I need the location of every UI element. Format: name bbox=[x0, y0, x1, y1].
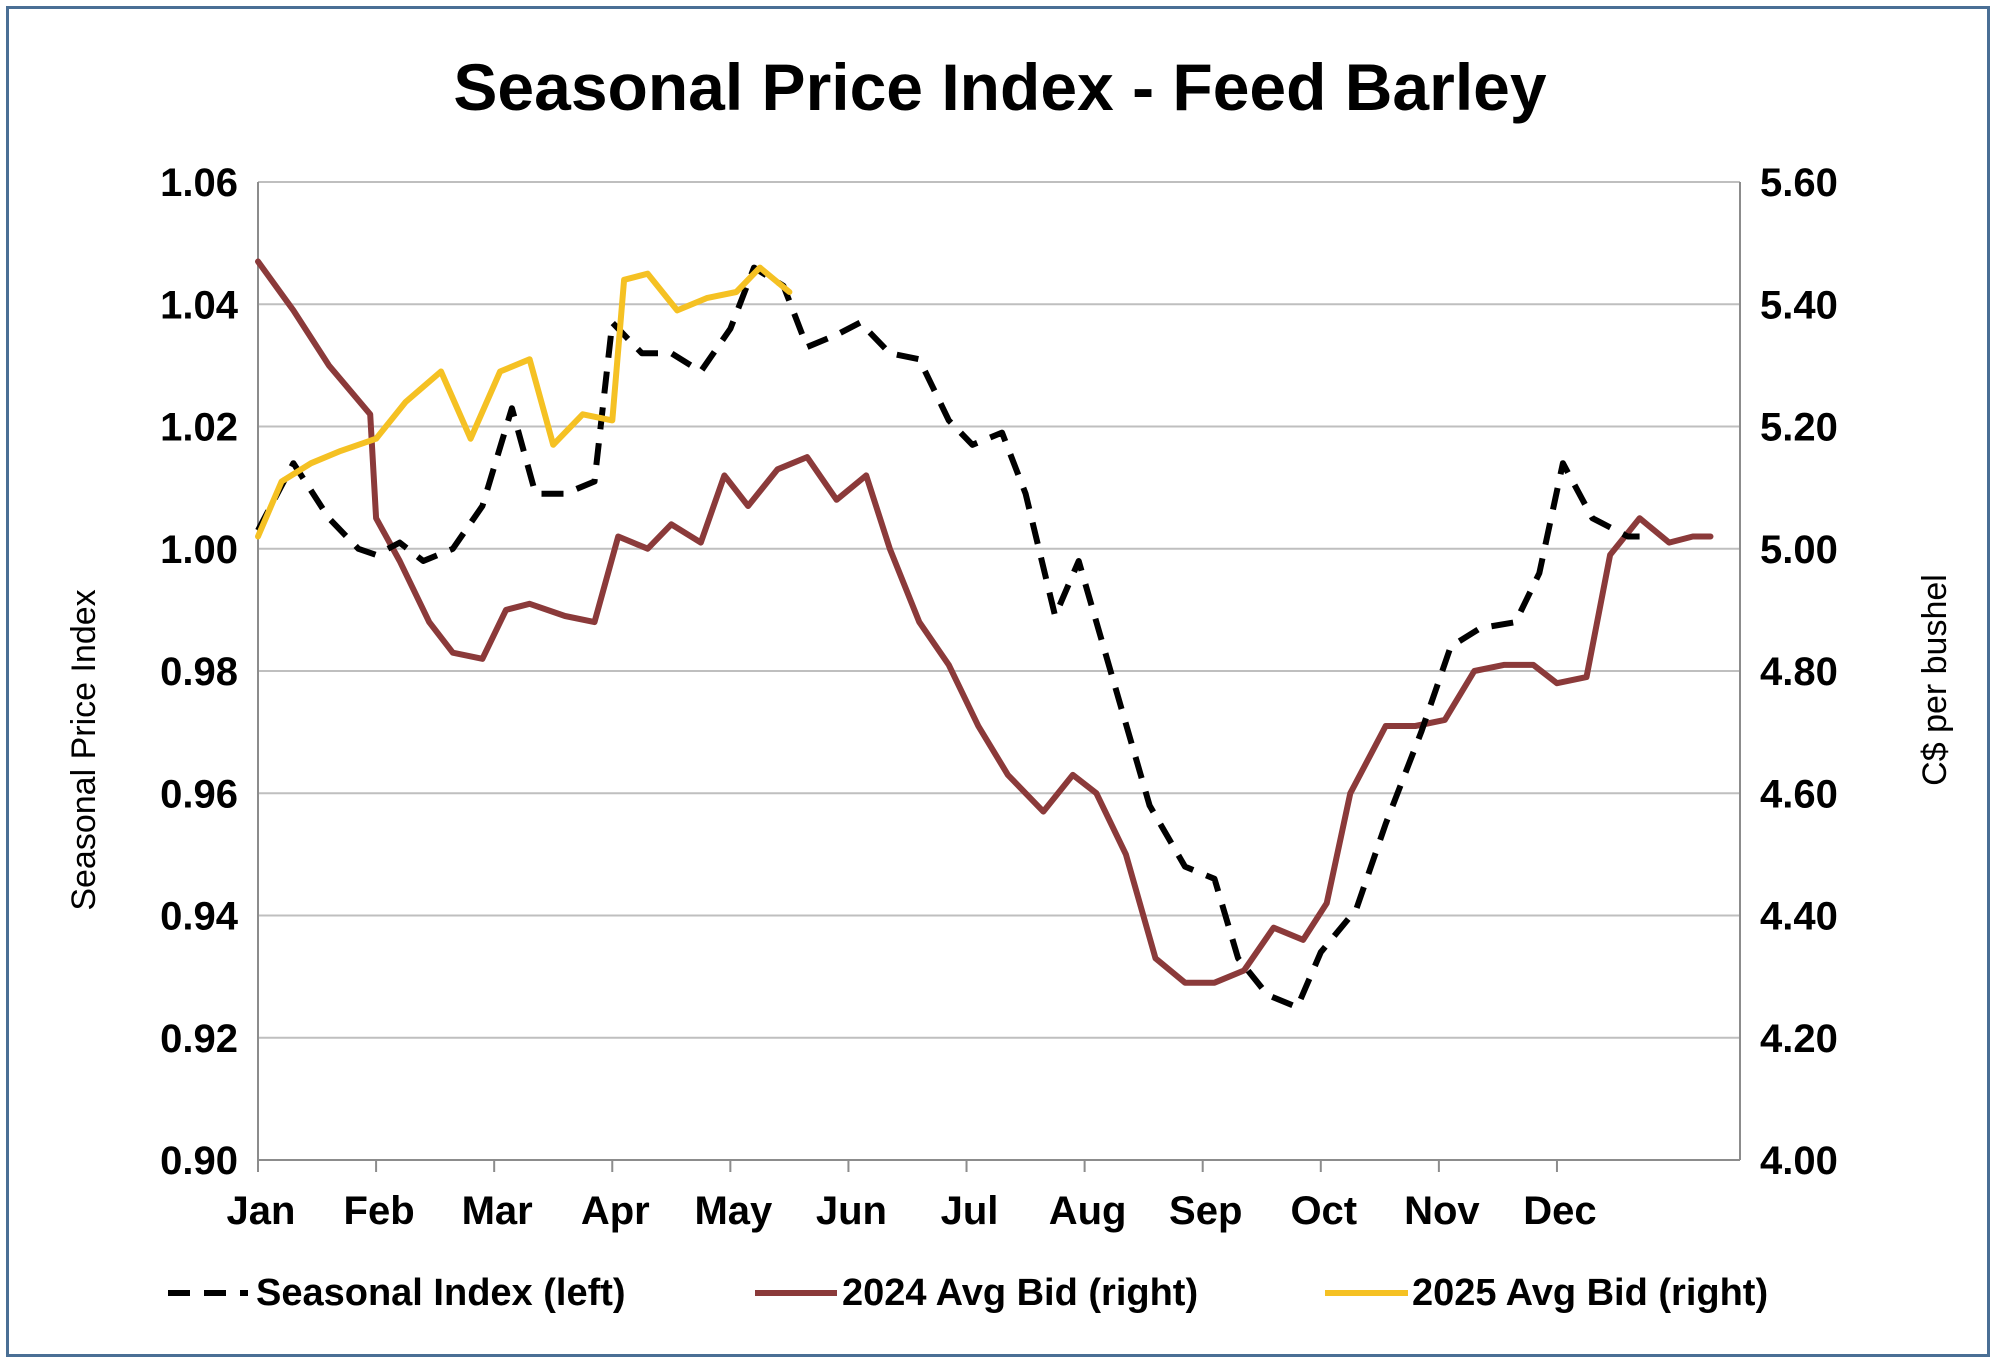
left-tick-label: 0.92 bbox=[160, 1017, 238, 1061]
left-tick-label: 1.06 bbox=[160, 161, 238, 205]
x-tick-label: Oct bbox=[1290, 1189, 1357, 1233]
right-tick-label: 5.40 bbox=[1760, 283, 1838, 327]
left-tick-label: 1.04 bbox=[160, 283, 239, 327]
left-axis-title: Seasonal Price Index bbox=[65, 589, 103, 910]
axes bbox=[257, 182, 1741, 1161]
chart-title: Seasonal Price Index - Feed Barley bbox=[453, 50, 1546, 124]
right-tick-label: 5.00 bbox=[1760, 528, 1838, 572]
x-tick-label: Dec bbox=[1523, 1189, 1596, 1233]
right-tick-label: 5.20 bbox=[1760, 406, 1838, 450]
x-tick-label: Aug bbox=[1049, 1189, 1127, 1233]
x-tick-label: Jul bbox=[941, 1189, 999, 1233]
right-tick-label: 5.60 bbox=[1760, 161, 1838, 205]
x-tick-label: Feb bbox=[344, 1189, 415, 1233]
x-tick-label: Jun bbox=[816, 1189, 887, 1233]
right-tick-label: 4.80 bbox=[1760, 650, 1838, 694]
series-line-2024-avg-bid-right bbox=[255, 258, 1714, 986]
legend-label: Seasonal Index (left) bbox=[256, 1272, 626, 1314]
right-tick-label: 4.00 bbox=[1760, 1139, 1838, 1183]
legend-label: 2024 Avg Bid (right) bbox=[842, 1272, 1198, 1314]
left-axis-ticks: 0.90 0.92 0.94 0.96 0.98 1.00 1.02 1.04 1.06 bbox=[160, 161, 239, 1183]
left-tick-label: 0.94 bbox=[160, 895, 239, 939]
right-axis-ticks: 4.00 4.20 4.40 4.60 4.80 5.00 5.20 5.40 5.60 bbox=[1760, 161, 1838, 1183]
right-tick-label: 4.20 bbox=[1760, 1017, 1838, 1061]
left-tick-label: 0.98 bbox=[160, 650, 238, 694]
legend-label: 2025 Avg Bid (right) bbox=[1412, 1272, 1768, 1314]
x-tick-label: Mar bbox=[462, 1189, 533, 1233]
series-line-seasonal-index-left bbox=[255, 264, 1640, 1011]
right-tick-label: 4.60 bbox=[1760, 772, 1838, 816]
right-axis-title: C$ per bushel bbox=[1916, 574, 1954, 786]
series-lines bbox=[255, 258, 1714, 1011]
left-tick-label: 0.96 bbox=[160, 772, 238, 816]
legend: Seasonal Index (left) 2024 Avg Bid (right… bbox=[168, 1272, 1768, 1314]
gridlines bbox=[258, 181, 1740, 1039]
x-tick-label: Sep bbox=[1169, 1189, 1242, 1233]
right-tick-label: 4.40 bbox=[1760, 895, 1838, 939]
x-tick-label: Apr bbox=[581, 1189, 650, 1233]
chart-frame bbox=[6, 6, 1990, 1357]
left-tick-label: 1.02 bbox=[160, 406, 238, 450]
x-tick-label: May bbox=[694, 1189, 773, 1233]
left-tick-label: 0.90 bbox=[160, 1139, 238, 1183]
left-tick-label: 1.00 bbox=[160, 528, 238, 572]
x-axis-ticks: Jan Feb Mar Apr May Jun Jul Aug Sep Oct Nov Dec bbox=[227, 1160, 1597, 1233]
series-line-2025-avg-bid-right bbox=[255, 264, 793, 540]
x-tick-label: Nov bbox=[1404, 1189, 1480, 1233]
x-tick-label: Jan bbox=[227, 1189, 296, 1233]
